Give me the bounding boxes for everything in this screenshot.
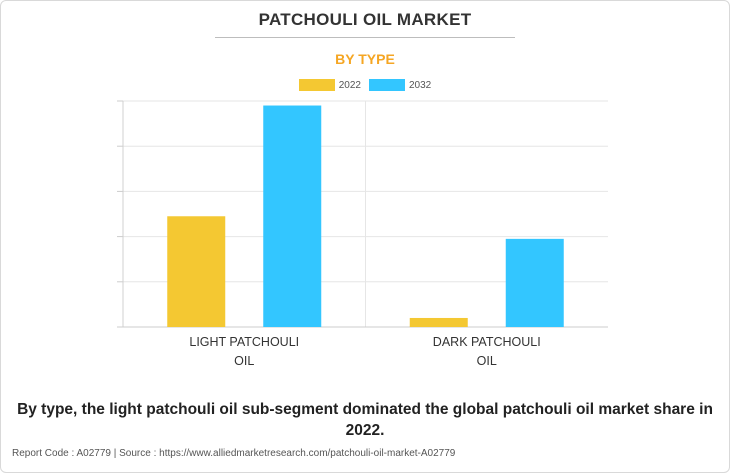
bar-2032-light xyxy=(263,105,322,328)
x-tick-label-1-line-0: DARK PATCHOULI xyxy=(433,335,541,349)
legend-swatch-2032 xyxy=(369,79,405,91)
report-footer: Report Code : A02779 | Source : https://… xyxy=(12,448,456,459)
x-tick-label-0-line-0: LIGHT PATCHOULI xyxy=(189,335,299,349)
bar-2022-dark xyxy=(409,317,468,327)
bar-2032-dark xyxy=(505,238,564,327)
legend-swatch-2022 xyxy=(298,79,335,91)
title-divider xyxy=(215,37,515,38)
bar-2022-light xyxy=(167,216,226,327)
legend-item-2032: 2032 xyxy=(369,79,431,91)
chart-title: PATCHOULI OIL MARKET xyxy=(258,10,472,29)
legend-item-2022: 2022 xyxy=(298,79,361,91)
chart-subtitle: BY TYPE xyxy=(335,51,395,67)
legend-label-2022: 2022 xyxy=(338,79,361,91)
x-tick-label-1-line-1: OIL xyxy=(477,354,497,368)
legend-label-2032: 2032 xyxy=(409,79,432,91)
chart-caption: By type, the light patchouli oil sub-seg… xyxy=(17,401,713,439)
x-tick-label-0-line-1: OIL xyxy=(234,354,254,368)
chart-legend: 2022 2032 xyxy=(0,79,730,91)
